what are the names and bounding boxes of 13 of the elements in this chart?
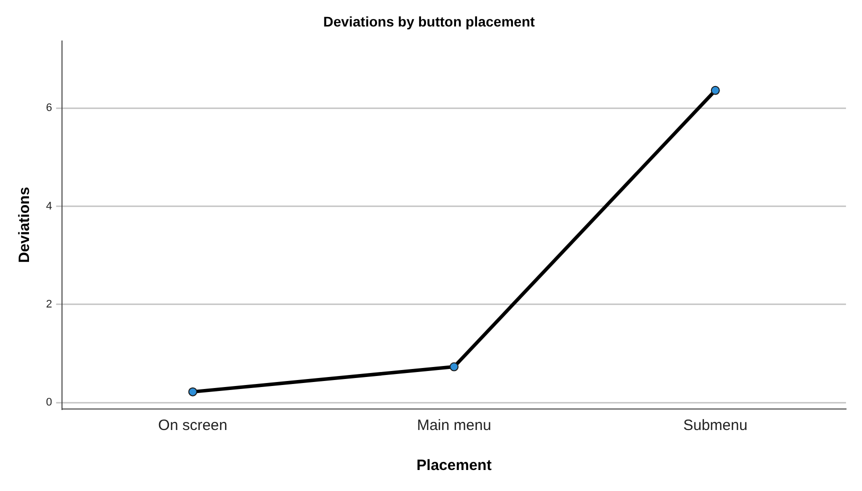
- point: [710, 86, 720, 95]
- point: [450, 362, 459, 372]
- point: [188, 387, 198, 396]
- y-tick-label: 0: [46, 396, 52, 409]
- x-tick-label: Submenu: [683, 417, 748, 434]
- chart-title: Deviations by button placement: [323, 13, 536, 30]
- y-tick-label: 6: [46, 102, 52, 114]
- x-tick-label: Main menu: [416, 417, 492, 434]
- y-tick-label: 4: [46, 200, 52, 212]
- x-axis-title: Placement: [416, 457, 492, 474]
- y-axis-title: Deviations: [16, 186, 34, 263]
- y-tick-label: 2: [46, 298, 52, 310]
- x-tick-label: On screen: [158, 417, 228, 434]
